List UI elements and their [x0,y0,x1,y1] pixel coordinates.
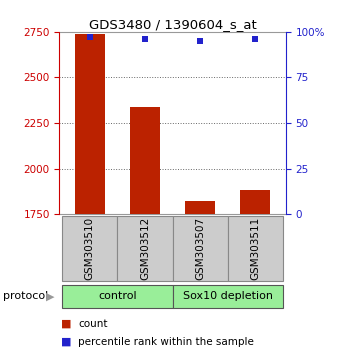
Text: GSM303511: GSM303511 [250,217,260,280]
Text: ▶: ▶ [46,291,54,302]
Bar [130,107,160,214]
Bar [240,190,270,214]
Bar [62,216,117,281]
Title: GDS3480 / 1390604_s_at: GDS3480 / 1390604_s_at [89,18,256,31]
Text: GSM303507: GSM303507 [195,217,205,280]
Bar [173,285,283,308]
Text: protocol: protocol [3,291,49,302]
Text: GSM303510: GSM303510 [85,217,95,280]
Bar [75,34,105,214]
Text: ■: ■ [61,337,72,347]
Bar [117,216,173,281]
Text: Sox10 depletion: Sox10 depletion [183,291,273,302]
Bar [62,285,173,308]
Bar [185,201,215,214]
Text: ■: ■ [61,319,72,329]
Text: percentile rank within the sample: percentile rank within the sample [78,337,254,347]
Text: count: count [78,319,108,329]
Bar [228,216,283,281]
Bar [173,216,228,281]
Text: GSM303512: GSM303512 [140,217,150,280]
Text: control: control [98,291,137,302]
